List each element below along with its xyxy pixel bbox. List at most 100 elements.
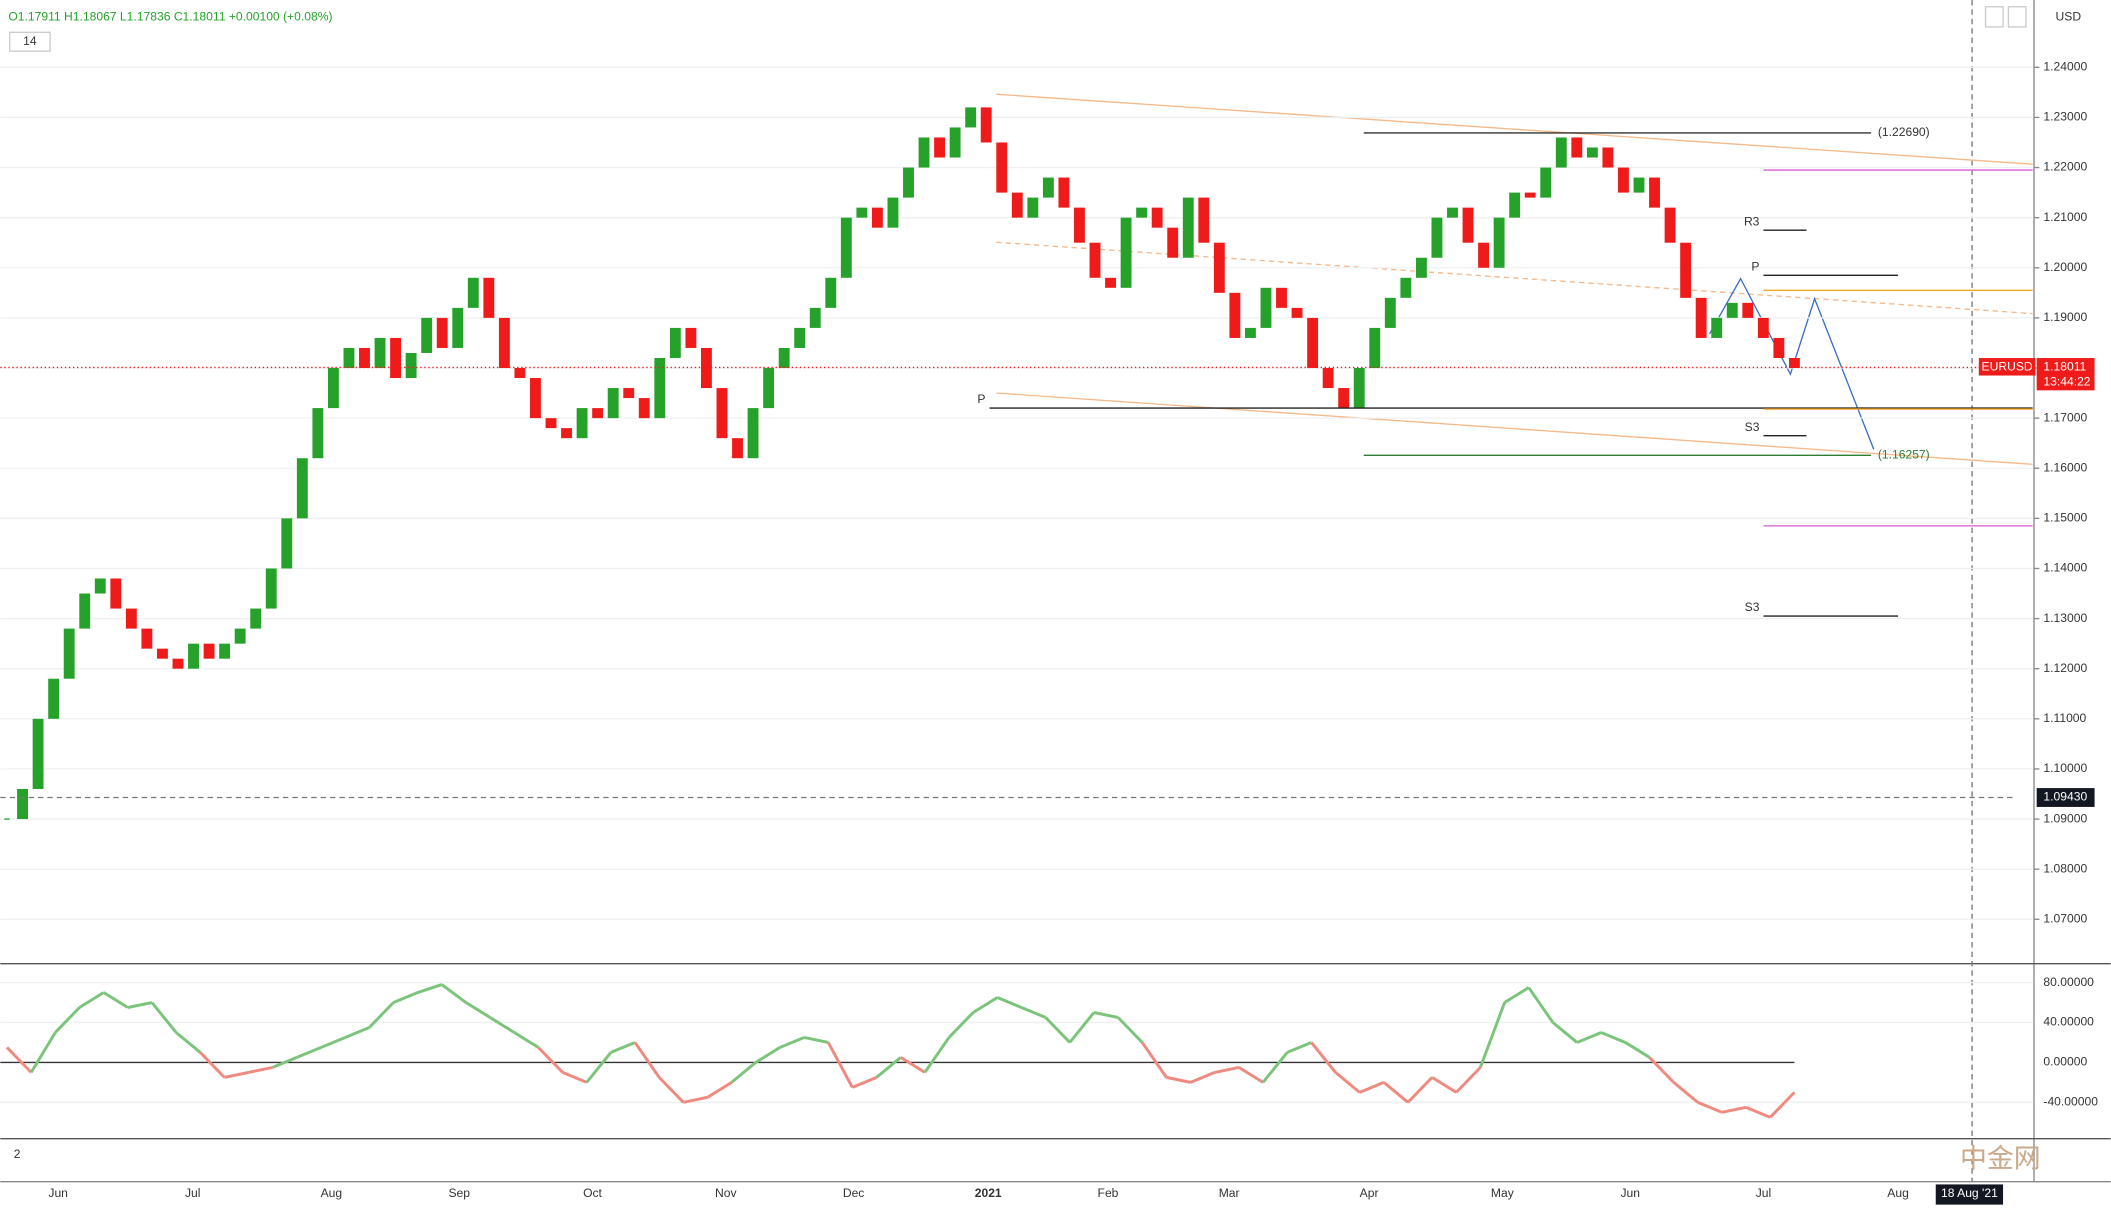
x-tick-label: Jul: [185, 1186, 200, 1200]
oscillator-segment: [1310, 1041, 1337, 1074]
scroll-button[interactable]: [1984, 6, 2004, 28]
candle: [1213, 242, 1225, 293]
candle: [312, 408, 324, 459]
oscillator-segment: [392, 991, 419, 1004]
oscillator-segment: [1648, 1056, 1675, 1084]
candle: [934, 137, 946, 158]
candle: [1540, 167, 1552, 198]
oscillator-segment: [1721, 1105, 1747, 1114]
currency-label[interactable]: USD: [2056, 10, 2082, 24]
oscillator-segment: [1745, 1105, 1771, 1119]
candle: [1431, 217, 1443, 258]
y-tick-label: 1.08000: [2043, 861, 2087, 875]
oscillator-segment: [1431, 1076, 1458, 1094]
countdown-label: 13:44:22: [2043, 374, 2090, 388]
crosshair-tag: [2036, 788, 2095, 807]
candle: [281, 518, 293, 569]
candle: [576, 408, 588, 439]
candle: [63, 628, 75, 679]
ohlc-item: C1.18011: [174, 10, 226, 24]
candle: [716, 388, 728, 439]
y-tick-label: 1.23000: [2043, 110, 2087, 124]
candle: [452, 307, 464, 348]
candle: [405, 352, 417, 379]
level-label: (1.16257): [1878, 448, 1930, 462]
oscillator-segment: [851, 1076, 878, 1089]
candle: [1384, 297, 1396, 328]
oscillator-segment: [368, 1001, 395, 1029]
candle: [48, 678, 60, 719]
x-tick-label: Aug: [321, 1186, 343, 1200]
candle: [32, 718, 44, 789]
oscillator-segment: [78, 991, 105, 1009]
oscillator-segment: [29, 1031, 57, 1074]
candle: [949, 127, 961, 158]
candle: [1198, 197, 1210, 243]
x-tick-label: Aug: [1887, 1186, 1909, 1200]
candle: [1042, 177, 1054, 198]
trend-line: [996, 93, 2033, 165]
candle: [1338, 388, 1350, 409]
candle: [794, 327, 806, 348]
oscillator-segment: [344, 1026, 370, 1039]
reset-button[interactable]: [2007, 6, 2027, 28]
oscillator-segment: [923, 1036, 951, 1074]
trend-line: [996, 392, 2033, 466]
candle: [1695, 297, 1707, 338]
candle: [1120, 217, 1132, 288]
oscillator-segment: [175, 1031, 202, 1054]
price-pane: [0, 66, 2033, 920]
candle: [1167, 227, 1179, 258]
y-tick-label: 1.13000: [2043, 611, 2087, 625]
oscillator-segment: [320, 1036, 346, 1049]
candle: [623, 388, 635, 399]
candle: [188, 643, 199, 669]
y-tick-label: 1.10000: [2043, 761, 2087, 775]
candle: [1571, 137, 1583, 158]
oscillator-segment: [465, 1001, 491, 1019]
ohlc-item: H1.18067: [64, 10, 117, 24]
x-tick-label: Oct: [583, 1186, 602, 1200]
indicator-toggle[interactable]: [9, 31, 51, 52]
candle: [840, 217, 852, 278]
candle: [1244, 327, 1256, 338]
x-tick-label: Jul: [1756, 1186, 1771, 1200]
oscillator-segment: [296, 1046, 322, 1059]
oscillator-segment: [803, 1036, 829, 1044]
oscillator-segment: [875, 1056, 902, 1079]
oscillator-segment: [102, 991, 129, 1009]
candle: [374, 337, 386, 369]
oscillator-segment: [1190, 1071, 1216, 1084]
candle: [250, 608, 262, 629]
watermark: 中金网: [1960, 1143, 2041, 1173]
oscillator-segment: [199, 1051, 226, 1079]
x-tick-label: Feb: [1098, 1186, 1119, 1200]
oscillator-segment: [1166, 1075, 1191, 1084]
candle: [763, 368, 775, 409]
x-tick-label: Nov: [715, 1186, 737, 1200]
candle: [1260, 287, 1272, 328]
ohlc-item: L1.17836: [120, 10, 171, 24]
ohlc-item: O1.17911: [8, 10, 61, 24]
crosshair-label: 1.09430: [2043, 790, 2087, 804]
candle: [467, 277, 479, 308]
candle: [1011, 192, 1023, 218]
candle: [203, 643, 215, 659]
interval-label[interactable]: 14: [23, 34, 37, 48]
candle: [1649, 177, 1660, 208]
y-tick-label: 1.09000: [2043, 811, 2087, 825]
oscillator-segment: [730, 1061, 757, 1084]
candle: [1369, 327, 1381, 369]
oscillator-segment: [1551, 1021, 1578, 1044]
oscillator-segment: [633, 1041, 661, 1079]
candle: [1074, 207, 1085, 243]
x-tick-label: May: [1491, 1186, 1515, 1200]
candle: [1105, 277, 1116, 288]
candle: [1182, 197, 1194, 258]
x-tick-label: Jun: [1620, 1186, 1640, 1200]
candle: [1415, 257, 1427, 278]
candle: [421, 317, 433, 353]
y-tick-label: 1.16000: [2043, 460, 2087, 474]
oscillator-segment: [1406, 1076, 1434, 1104]
